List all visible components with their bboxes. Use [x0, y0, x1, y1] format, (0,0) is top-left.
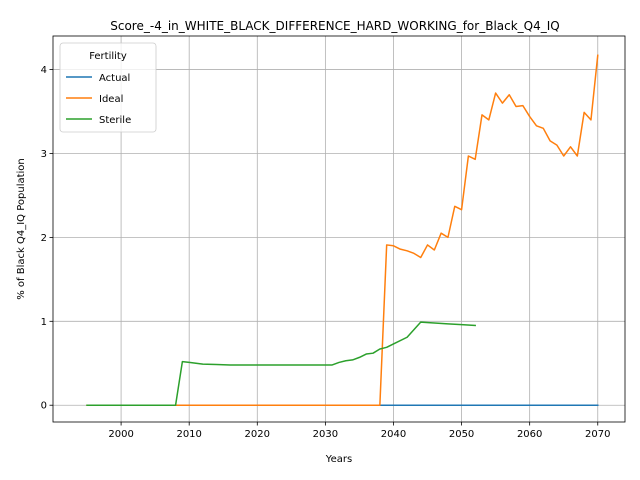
legend-box [59, 42, 157, 133]
x-tick-label: 2020 [245, 429, 270, 440]
series-line-ideal [86, 54, 599, 406]
x-tick-label: 2060 [517, 429, 542, 440]
plot-frame [52, 35, 626, 423]
legend-label-actual: Actual [99, 73, 130, 84]
x-tick-label: 2050 [449, 429, 474, 440]
tick-layer: 2000 2010 2020 2030 2040 2050 2060 2070 0 1 2 3 4 [41, 65, 611, 440]
y-tick-label: 4 [41, 65, 47, 76]
y-tick-label: 3 [41, 149, 47, 160]
legend: Fertility Actual Ideal Sterile [59, 42, 157, 133]
y-tick-label: 1 [41, 317, 47, 328]
series-line-sterile [86, 321, 476, 406]
legend-label-ideal: Ideal [99, 94, 123, 105]
x-axis-label: Years [325, 454, 352, 465]
y-tick-label: 2 [41, 233, 47, 244]
x-tick-label: 2000 [108, 429, 133, 440]
x-tick-label: 2030 [313, 429, 338, 440]
legend-title: Fertility [89, 51, 127, 62]
x-tick-label: 2040 [381, 429, 406, 440]
x-tick-label: 2070 [585, 429, 610, 440]
series-layer [86, 54, 599, 406]
y-tick-label: 0 [41, 401, 47, 412]
y-axis-label: % of Black Q4_IQ Population [16, 158, 27, 300]
x-tick-label: 2010 [176, 429, 201, 440]
legend-label-sterile: Sterile [99, 115, 131, 126]
chart-title: Score_-4_in_WHITE_BLACK_DIFFERENCE_HARD_… [110, 19, 560, 33]
